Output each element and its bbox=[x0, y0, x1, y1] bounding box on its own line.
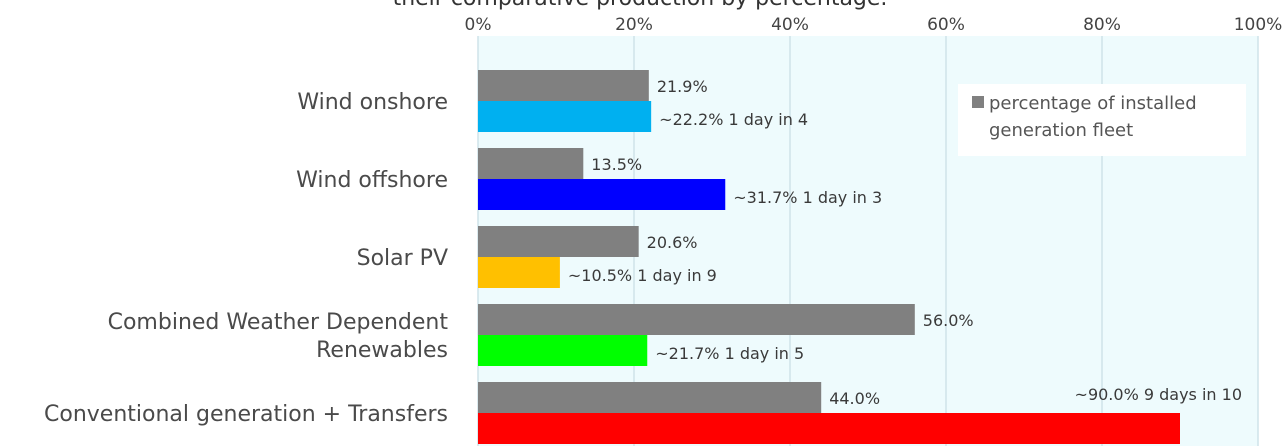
bar-production bbox=[478, 257, 560, 288]
category-label: Wind onshore bbox=[297, 90, 448, 115]
data-label-installed-fleet: 20.6% bbox=[647, 233, 698, 252]
bar-production bbox=[478, 413, 1180, 444]
data-label-production: ~10.5% 1 day in 9 bbox=[568, 266, 717, 285]
x-tick-label: 80% bbox=[1083, 15, 1121, 35]
chart-title: their comparative production by percenta… bbox=[393, 0, 888, 11]
data-label-production: ~22.2% 1 day in 4 bbox=[659, 110, 808, 129]
category-label: Wind offshore bbox=[296, 168, 448, 193]
legend-box bbox=[958, 84, 1246, 156]
data-label-production: ~90.0% 9 days in 10 bbox=[1075, 385, 1242, 404]
bar-installed-fleet bbox=[478, 382, 822, 413]
data-label-production: ~31.7% 1 day in 3 bbox=[733, 188, 882, 207]
category-label: Conventional generation + Transfers bbox=[44, 402, 448, 427]
bar-production bbox=[478, 335, 648, 366]
bar-production bbox=[478, 179, 726, 210]
x-tick-label: 0% bbox=[465, 15, 492, 35]
category-group: 20.6% ~10.5% 1 day in 9 Solar PV bbox=[357, 226, 717, 288]
bar-installed-fleet bbox=[478, 70, 649, 101]
bar-production bbox=[478, 101, 652, 132]
x-tick-label: 20% bbox=[615, 15, 653, 35]
bar-installed-fleet bbox=[478, 148, 584, 179]
category-label: Combined Weather Dependent bbox=[108, 310, 449, 335]
legend: percentage of installed generation fleet bbox=[958, 84, 1246, 156]
category-group: 13.5% ~31.7% 1 day in 3 Wind offshore bbox=[296, 148, 882, 210]
category-group: 21.9% ~22.2% 1 day in 4 Wind onshore bbox=[297, 70, 808, 132]
data-label-installed-fleet: 13.5% bbox=[591, 155, 642, 174]
x-tick-label: 100% bbox=[1234, 15, 1283, 35]
bar-installed-fleet bbox=[478, 226, 639, 257]
data-label-production: ~21.7% 1 day in 5 bbox=[655, 344, 804, 363]
data-label-installed-fleet: 21.9% bbox=[657, 77, 708, 96]
legend-swatch bbox=[972, 96, 984, 108]
x-tick-label: 60% bbox=[927, 15, 965, 35]
data-label-installed-fleet: 44.0% bbox=[829, 389, 880, 408]
x-tick-label: 40% bbox=[771, 15, 809, 35]
legend-line-2: generation fleet bbox=[989, 120, 1133, 141]
bar-installed-fleet bbox=[478, 304, 915, 335]
legend-line-1: percentage of installed bbox=[989, 93, 1197, 114]
category-group: 56.0% ~21.7% 1 day in 5 Combined Weather D… bbox=[108, 304, 974, 366]
data-label-installed-fleet: 56.0% bbox=[923, 311, 974, 330]
category-label: Solar PV bbox=[357, 246, 448, 271]
category-group: 44.0% ~90.0% 9 days in 10 Conventional gen… bbox=[44, 382, 1242, 444]
category-label: Renewables bbox=[316, 338, 448, 363]
